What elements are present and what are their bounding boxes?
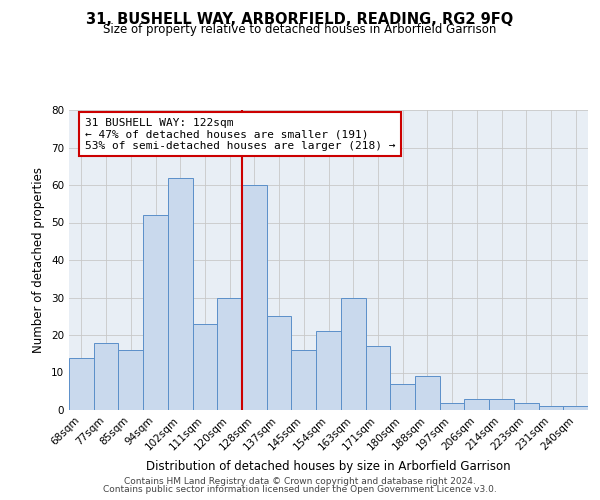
Bar xyxy=(69,358,94,410)
Bar xyxy=(365,346,390,410)
Bar xyxy=(341,298,365,410)
Bar xyxy=(440,402,464,410)
Bar xyxy=(193,324,217,410)
Bar xyxy=(539,406,563,410)
Y-axis label: Number of detached properties: Number of detached properties xyxy=(32,167,46,353)
Bar xyxy=(563,406,588,410)
Bar xyxy=(489,399,514,410)
Text: Contains HM Land Registry data © Crown copyright and database right 2024.: Contains HM Land Registry data © Crown c… xyxy=(124,477,476,486)
Text: Contains public sector information licensed under the Open Government Licence v3: Contains public sector information licen… xyxy=(103,485,497,494)
Bar xyxy=(267,316,292,410)
Bar xyxy=(390,384,415,410)
X-axis label: Distribution of detached houses by size in Arborfield Garrison: Distribution of detached houses by size … xyxy=(146,460,511,473)
Bar xyxy=(168,178,193,410)
Text: Size of property relative to detached houses in Arborfield Garrison: Size of property relative to detached ho… xyxy=(103,22,497,36)
Bar xyxy=(143,215,168,410)
Bar xyxy=(217,298,242,410)
Text: 31, BUSHELL WAY, ARBORFIELD, READING, RG2 9FQ: 31, BUSHELL WAY, ARBORFIELD, READING, RG… xyxy=(86,12,514,28)
Bar xyxy=(118,350,143,410)
Bar xyxy=(292,350,316,410)
Bar xyxy=(94,342,118,410)
Bar xyxy=(464,399,489,410)
Bar xyxy=(316,331,341,410)
Text: 31 BUSHELL WAY: 122sqm
← 47% of detached houses are smaller (191)
53% of semi-de: 31 BUSHELL WAY: 122sqm ← 47% of detached… xyxy=(85,118,395,150)
Bar xyxy=(514,402,539,410)
Bar xyxy=(242,185,267,410)
Bar xyxy=(415,376,440,410)
